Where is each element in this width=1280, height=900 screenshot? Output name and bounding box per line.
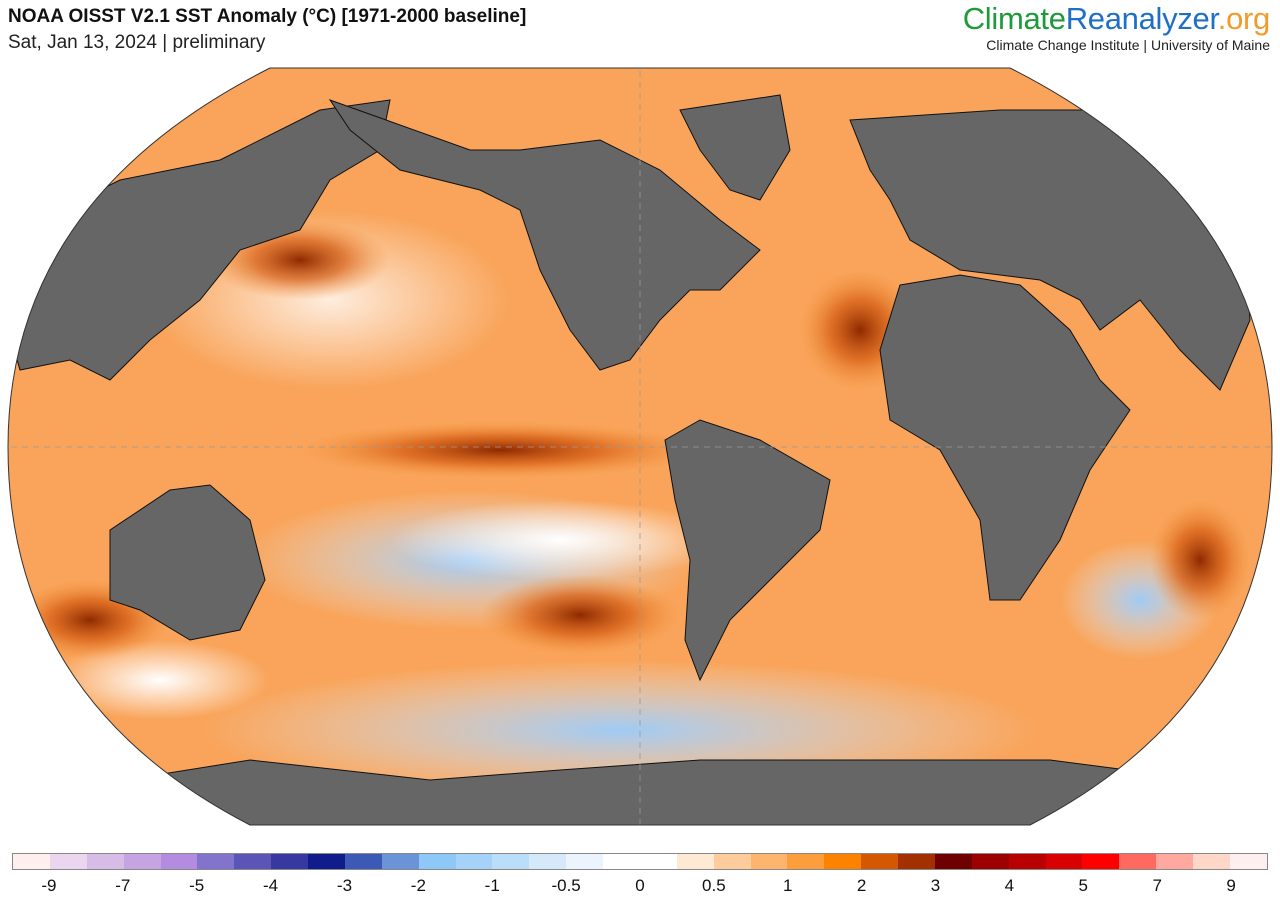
map-date: Sat, Jan 13, 2024 | preliminary [8,32,266,53]
colorbar-tick-label: -0.5 [551,876,581,895]
colorbar-tick-label: -9 [41,876,57,895]
colorbar-tick-label: -4 [263,876,279,895]
logo-part-org: .org [1217,1,1271,36]
colorbar-swatch [160,854,198,869]
colorbar-tick-label: -5 [189,876,205,895]
colorbar-swatch [1156,854,1193,869]
colorbar-tick-label: -2 [410,876,426,895]
colorbar-tick-label: 3 [930,876,941,895]
colorbar-swatch [492,854,530,869]
colorbar-swatch [197,854,235,869]
colorbar-tick-label: 2 [856,876,867,895]
colorbar-swatch [713,854,751,869]
colorbar-swatch [308,854,345,869]
colorbar [12,853,1268,870]
colorbar-swatch [123,854,161,869]
colorbar-tick-label: -7 [115,876,131,895]
colorbar-tick-label: -1 [484,876,500,895]
colorbar-swatch [1119,854,1157,869]
colorbar-tick-label: 1 [783,876,793,895]
land-masses [8,94,1272,825]
colorbar-swatch [13,854,50,869]
land-greenland [679,94,791,201]
colorbar-swatch [271,854,308,869]
colorbar-swatch [418,854,456,869]
colorbar-swatch [1045,854,1083,869]
colorbar-swatch [381,854,419,869]
colorbar-swatch [344,854,382,869]
colorbar-swatch [1193,854,1230,869]
colorbar-tick-label: 9 [1226,876,1236,895]
colorbar-swatch [750,854,788,869]
land-south-america [664,419,831,682]
colorbar-tick-label: 0.5 [702,876,726,895]
colorbar-swatch [934,854,972,869]
climate-reanalyzer-logo[interactable]: ClimateReanalyzer.org Climate Change Ins… [962,1,1271,54]
colorbar-swatch [787,854,825,869]
land-east-asia [8,99,391,381]
colorbar-swatch [1229,854,1267,869]
logo-wordmark: ClimateReanalyzer.org [962,1,1271,36]
colorbar-tick-label: 0 [635,876,645,895]
colorbar-swatch [639,854,677,869]
colorbar-swatch [861,854,898,869]
colorbar-tick-label: -3 [336,876,353,895]
colorbar-tick-label: 5 [1078,876,1089,895]
map-title: NOAA OISST V2.1 SST Anomaly (°C) [1971-2… [8,6,527,27]
logo-part-reanalyzer: Reanalyzer [1065,1,1218,36]
colorbar-swatch [1082,854,1120,869]
colorbar-swatch [86,854,124,869]
colorbar-swatch [824,854,862,869]
colorbar-swatch [234,854,272,869]
sst-anomaly-map [7,67,1273,826]
colorbar-tick-label: 4 [1004,876,1015,895]
logo-tagline: Climate Change Institute | University of… [986,37,1270,53]
land-australia [109,484,266,641]
colorbar-tick-label: 7 [1152,876,1162,895]
land-africa [879,274,1131,601]
colorbar-swatch [455,854,493,869]
colorbar-swatch [898,854,935,869]
colorbar-swatch [676,854,714,869]
land-north-america [328,99,761,371]
colorbar-swatch [566,854,603,869]
colorbar-swatch [603,854,640,869]
colorbar-swatch [49,854,87,869]
colorbar-swatch [529,854,567,869]
colorbar-swatch [1008,854,1046,869]
colorbar-labels: -9 -7 -5 -4 -3 -2 -1 -0.5 0 0.5 1 2 3 4 5 7 9 [12,876,1268,898]
graticule [8,68,1272,825]
colorbar-swatch [971,854,1009,869]
map-outline [7,67,1273,826]
logo-part-climate: Climate [962,1,1066,36]
